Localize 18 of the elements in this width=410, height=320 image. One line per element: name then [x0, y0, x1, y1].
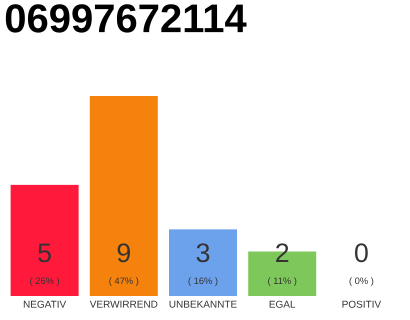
annotation: ( 47% ): [109, 277, 138, 286]
data-label: 0: [355, 243, 368, 262]
annotation: ( 0% ): [350, 277, 374, 286]
data-label: 9: [118, 243, 130, 262]
x-tick-label: POSITIV: [342, 300, 382, 308]
annotation: ( 16% ): [188, 277, 218, 286]
x-tick-label: VERWIRREND: [90, 300, 158, 308]
chart-title: 06997672114: [6, 4, 247, 33]
data-label: 5: [38, 244, 51, 262]
x-tick-label: UNBEKANNTE: [170, 300, 237, 308]
annotation: ( 26% ): [30, 277, 60, 286]
x-tick-label: NEGATIV: [24, 300, 66, 308]
data-label: 3: [196, 243, 210, 262]
bar: [90, 96, 158, 296]
x-tick-label: EGAL: [270, 300, 296, 308]
bar: [169, 229, 237, 296]
bar: [10, 184, 79, 296]
annotation: ( 11% ): [268, 277, 296, 286]
